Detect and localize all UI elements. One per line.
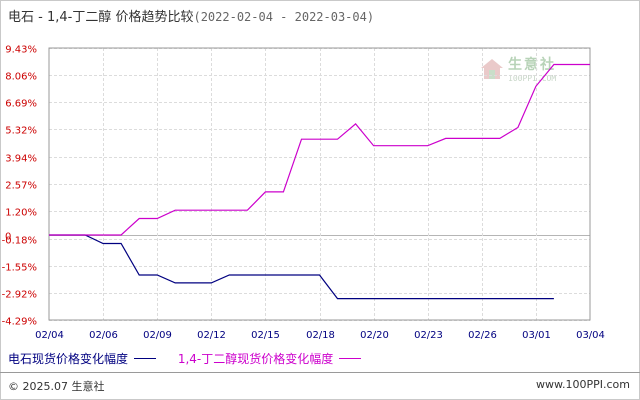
y-tick-label: 8.06% <box>5 72 37 83</box>
watermark-logo: 生意社 100PPI.COM <box>480 54 556 83</box>
y-tick-label: 6.69% <box>5 99 37 110</box>
legend-item-bdo: 1,4-丁二醇现货价格变化幅度 <box>177 350 362 367</box>
y-tick-label: 2.57% <box>5 181 37 192</box>
x-tick-label: 03/04 <box>576 330 605 341</box>
x-tick-label: 02/12 <box>197 330 226 341</box>
plot-border <box>48 47 591 321</box>
y-tick-label: -0.18% <box>2 236 37 247</box>
x-tick-label: 02/15 <box>251 330 280 341</box>
title-text: 电石 - 1,4-丁二醇 价格趋势比较 <box>8 10 194 25</box>
y-tick-label: 9.43% <box>5 45 37 56</box>
x-tick-label: 02/26 <box>468 330 497 341</box>
legend-label-carbide: 电石现货价格变化幅度 <box>8 352 129 366</box>
chart-legend: 电石现货价格变化幅度 1,4-丁二醇现货价格变化幅度 <box>8 350 379 367</box>
legend-swatch-bdo <box>339 358 362 359</box>
zero-label: 0 <box>5 232 11 243</box>
series-line-carbide <box>49 234 554 300</box>
footer-copyright: © 2025.07 生意社 <box>8 380 105 393</box>
watermark-url: 100PPI.COM <box>508 74 557 83</box>
chart-title: 电石 - 1,4-丁二醇 价格趋势比较(2022-02-04 - 2022-03… <box>8 6 374 25</box>
y-tick-label: 5.32% <box>5 126 37 137</box>
footer-divider <box>0 372 640 373</box>
legend-label-bdo: 1,4-丁二醇现货价格变化幅度 <box>177 352 334 366</box>
x-tick-label: 02/23 <box>414 330 443 341</box>
y-tick-label: -2.92% <box>2 290 37 301</box>
x-tick-label: 02/18 <box>306 330 335 341</box>
x-tick-label: 02/06 <box>89 330 118 341</box>
legend-swatch-carbide <box>134 358 157 359</box>
y-tick-label: -4.29% <box>2 317 37 328</box>
footer-site-link[interactable]: www.100PPI.com <box>536 378 630 391</box>
x-tick-label: 02/20 <box>360 330 389 341</box>
x-tick-label: 03/01 <box>522 330 551 341</box>
y-tick-label: -1.55% <box>2 263 37 274</box>
house-logo-icon <box>481 58 503 79</box>
y-tick-label: 1.20% <box>5 208 37 219</box>
legend-item-carbide: 电石现货价格变化幅度 <box>8 350 157 367</box>
date-range: (2022-02-04 - 2022-03-04) <box>193 10 375 24</box>
y-tick-label: 3.94% <box>5 154 37 165</box>
series-line-bdo <box>49 63 590 236</box>
x-tick-label: 02/09 <box>143 330 172 341</box>
x-tick-label: 02/04 <box>35 330 64 341</box>
watermark-name: 生意社 <box>508 57 556 73</box>
